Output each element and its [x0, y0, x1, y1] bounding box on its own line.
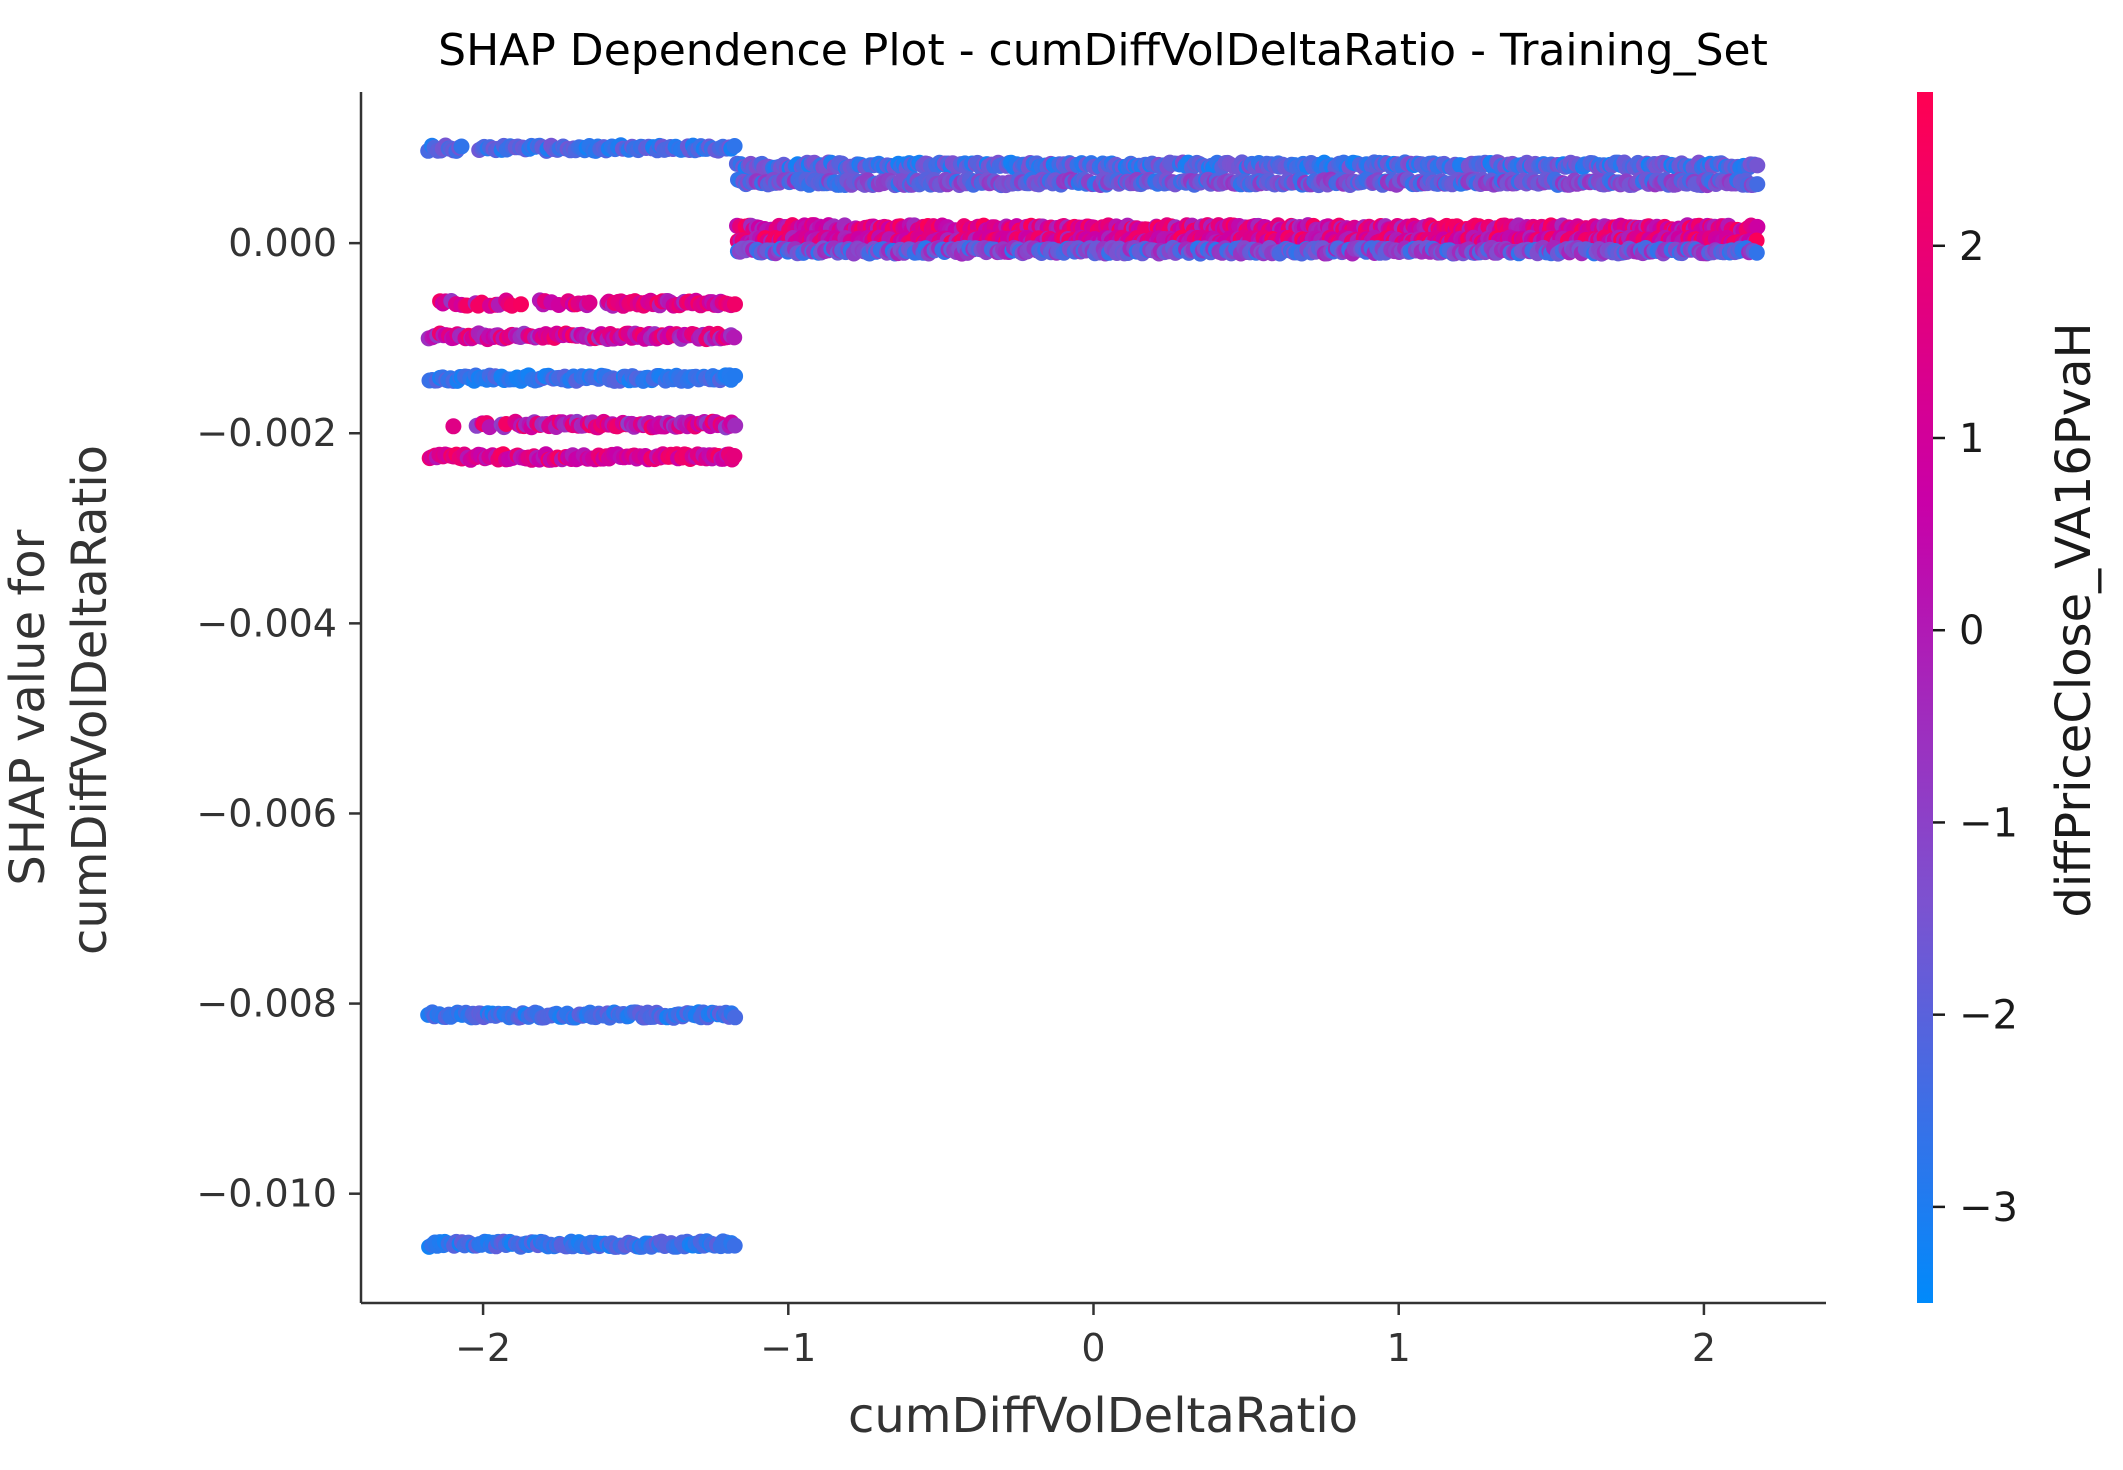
y-axis-label-line-1: SHAP value for [0, 529, 56, 885]
colorbar-tick-label: 1 [1959, 416, 1984, 462]
x-tick-label: −2 [455, 1326, 511, 1370]
colorbar-label: diffPriceClose_VA16PvaH [2046, 322, 2102, 917]
y-tick-label: −0.008 [196, 982, 337, 1026]
scatter-point [513, 296, 529, 313]
y-axis-label: SHAP value for cumDiffVolDeltaRatio [0, 445, 118, 955]
x-axis-label: cumDiffVolDeltaRatio [848, 1388, 1358, 1444]
scatter-point [481, 419, 498, 436]
scatter-point [727, 368, 744, 384]
colorbar-tick-label: −2 [1959, 993, 2018, 1039]
x-tick-label: 2 [1692, 1326, 1716, 1370]
y-axis-ticks: 0.000 −0.002 −0.004 −0.006 −0.008 −0.010 [196, 221, 361, 1216]
x-tick-label: −1 [760, 1326, 816, 1370]
colorbar-tick-label: −3 [1959, 1185, 2018, 1231]
colorbar-ticks: 2 1 0 −1 −2 −3 [1933, 224, 2018, 1231]
y-tick-label: −0.010 [196, 1172, 337, 1216]
y-tick-label: −0.002 [196, 411, 337, 455]
chart-title: SHAP Dependence Plot - cumDiffVolDeltaRa… [438, 25, 1768, 76]
scatter-point [1749, 157, 1766, 174]
scatter-point [445, 418, 462, 435]
colorbar-tick-label: 0 [1959, 608, 1984, 654]
x-tick-label: 1 [1387, 1326, 1411, 1370]
scatter-point [1748, 244, 1765, 261]
colorbar-tick-label: −1 [1959, 800, 2018, 846]
y-tick-label: 0.000 [228, 221, 337, 265]
scatter-point [726, 138, 743, 154]
scatter-point [727, 1009, 744, 1026]
colorbar [1917, 92, 1933, 1303]
scatter-point [727, 296, 743, 313]
x-tick-label: 0 [1081, 1326, 1105, 1370]
scatter-point [727, 417, 744, 434]
y-tick-label: −0.004 [196, 601, 337, 645]
scatter-point [726, 1237, 743, 1254]
scatter-point [726, 448, 743, 464]
scatter-point [581, 294, 598, 311]
scatter-point [1749, 218, 1766, 235]
scatter-point [1749, 176, 1766, 193]
y-tick-label: −0.006 [196, 791, 337, 835]
scatter-points [420, 137, 1766, 1255]
x-axis-ticks: −2 −1 0 1 2 [455, 1303, 1716, 1370]
scatter-point [453, 138, 470, 155]
colorbar-tick-label: 2 [1959, 224, 1984, 270]
scatter-point [726, 329, 743, 346]
y-axis-label-line-2: cumDiffVolDeltaRatio [62, 445, 118, 955]
